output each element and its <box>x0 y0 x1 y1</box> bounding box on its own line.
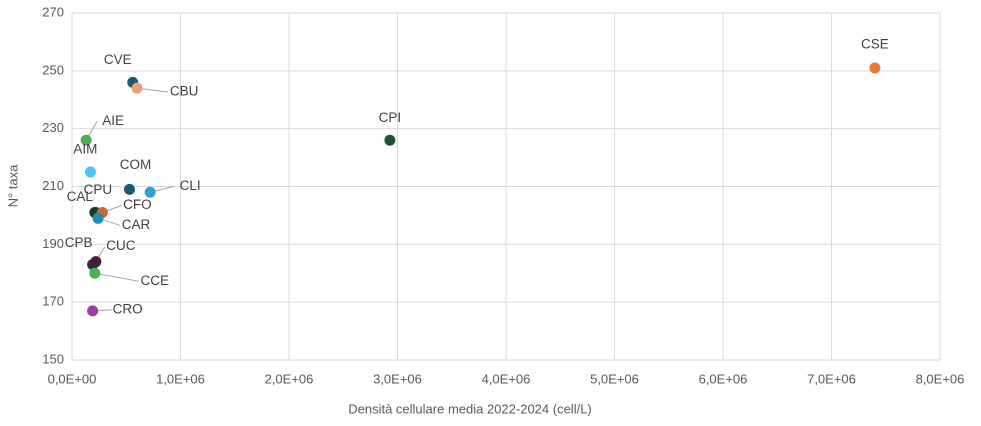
y-tick-label: 230 <box>42 120 64 135</box>
data-label: CAR <box>122 217 151 232</box>
point <box>384 134 396 146</box>
data-label: CPB <box>65 235 93 250</box>
point <box>89 267 101 279</box>
y-tick-label: 210 <box>42 178 64 193</box>
x-tick-label: 5,0E+06 <box>590 371 639 386</box>
data-label: CLI <box>180 178 201 193</box>
x-tick-label: 7,0E+06 <box>807 371 856 386</box>
x-tick-label: 8,0E+06 <box>916 371 965 386</box>
x-tick-label: 4,0E+06 <box>482 371 531 386</box>
data-label: COM <box>120 157 152 172</box>
point <box>84 166 96 178</box>
leader-line <box>94 272 139 282</box>
point <box>131 82 143 94</box>
point <box>92 212 104 224</box>
data-label: AIE <box>102 113 124 128</box>
data-label: CCE <box>141 273 170 288</box>
data-label: AIM <box>73 142 97 157</box>
data-label: CUC <box>106 238 135 253</box>
data-label: CAL <box>67 189 94 204</box>
x-tick-label: 1,0E+06 <box>156 371 205 386</box>
x-tick-label: 6,0E+06 <box>699 371 748 386</box>
data-label: CRO <box>113 301 143 316</box>
y-tick-label: 190 <box>42 236 64 251</box>
data-label: CVE <box>104 52 132 67</box>
data-label: CFO <box>123 197 152 212</box>
y-axis-title: N° taxa <box>5 164 20 208</box>
x-tick-label: 2,0E+06 <box>265 371 314 386</box>
point <box>87 305 99 317</box>
data-label: CSE <box>861 37 889 52</box>
point <box>144 186 156 198</box>
y-tick-label: 170 <box>42 294 64 309</box>
point <box>124 183 136 195</box>
y-tick-label: 150 <box>42 351 64 366</box>
data-label: CBU <box>170 84 199 99</box>
y-tick-label: 270 <box>42 4 64 19</box>
data-label: CPI <box>379 110 402 125</box>
point <box>869 62 881 74</box>
x-tick-label: 0,0E+00 <box>48 371 97 386</box>
y-tick-label: 250 <box>42 62 64 77</box>
data-label: CPU <box>84 182 113 197</box>
point <box>80 134 92 146</box>
x-axis-title: Densità cellulare media 2022-2024 (cell/… <box>348 401 592 416</box>
x-tick-label: 3,0E+06 <box>373 371 422 386</box>
point <box>90 256 102 268</box>
